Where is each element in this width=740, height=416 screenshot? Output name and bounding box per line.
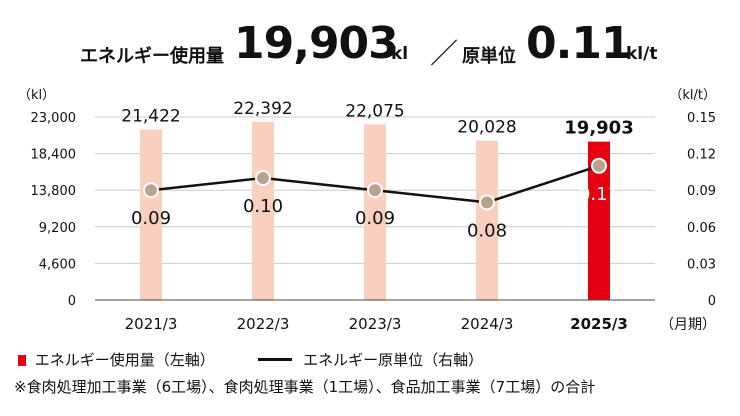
right-axis-tick: 0.09 — [687, 184, 716, 199]
intensity-value: 0.11 — [526, 18, 632, 69]
intensity-marker — [479, 194, 495, 211]
intensity-marker — [591, 157, 607, 174]
legend-line-label: エネルギー原単位（右軸） — [303, 351, 484, 369]
energy-bar-label: 19,903 — [564, 118, 633, 139]
legend: エネルギー使用量（左軸） エネルギー原単位（右軸） — [18, 349, 483, 370]
intensity-marker — [143, 182, 159, 199]
right-axis-tick: 0.06 — [687, 221, 716, 236]
energy-bar — [252, 121, 274, 301]
left-axis-tick: 23,000 — [31, 111, 77, 126]
energy-bar-label: 22,075 — [345, 101, 404, 121]
footnote: ※食肉処理加工事業（6工場）、食肉処理事業（1工場）、食品加工事業（7工場）の合… — [14, 378, 596, 396]
left-axis-tick: 4,600 — [39, 257, 76, 272]
intensity-label: 0.10 — [243, 196, 283, 217]
category-label: 2025/3 — [570, 315, 628, 333]
right-axis-tick: 0 — [708, 294, 716, 309]
category-label: 2022/3 — [237, 315, 290, 333]
intensity-label: 0.09 — [131, 208, 171, 229]
right-axis-tick: 0.03 — [687, 257, 716, 272]
energy-chart: 0 4,600 9,200 13,800 18,400 23,000 0 0.03 0.06 0.… — [18, 88, 716, 333]
energy-usage-unit: kl — [391, 44, 409, 64]
intensity-label: 0.09 — [355, 208, 395, 229]
x-axis-unit: （月期） — [660, 317, 716, 333]
category-label: 2024/3 — [461, 315, 514, 333]
headline-separator: ／ — [430, 37, 459, 70]
energy-bar — [364, 124, 386, 301]
category-label: 2023/3 — [349, 315, 402, 333]
energy-bar — [588, 141, 610, 300]
energy-usage-label: エネルギー使用量 — [80, 46, 224, 67]
intensity-marker — [367, 182, 383, 199]
left-axis-tick: 9,200 — [39, 221, 76, 236]
intensity-label: 原単位 — [462, 46, 516, 67]
right-axis-tick: 0.15 — [687, 111, 716, 126]
intensity-marker — [255, 170, 271, 186]
intensity-unit: kl/t — [626, 44, 658, 64]
category-label: 2021/3 — [125, 315, 178, 333]
legend-bar-label: エネルギー使用量（左軸） — [34, 351, 215, 369]
left-axis-unit: （kl） — [18, 88, 55, 103]
energy-bar — [476, 140, 498, 300]
energy-bar-label: 22,392 — [233, 99, 292, 119]
left-axis-tick: 13,800 — [31, 184, 77, 199]
energy-bar-label: 20,028 — [457, 118, 516, 138]
energy-usage-value: 19,903 — [234, 18, 399, 69]
left-axis-tick: 18,400 — [31, 148, 77, 163]
intensity-label: 0.11 — [579, 184, 619, 205]
energy-bar — [140, 129, 162, 300]
intensity-label: 0.08 — [467, 220, 507, 241]
left-axis-tick: 0 — [68, 294, 76, 309]
legend-line-swatch — [258, 358, 293, 361]
energy-bar-label: 21,422 — [121, 107, 180, 127]
legend-bar-swatch — [18, 355, 26, 366]
right-axis-unit: （kl/t） — [669, 88, 716, 103]
headline: エネルギー使用量 19,903 kl ／ 原単位 0.11 kl/t — [0, 8, 740, 78]
right-axis-tick: 0.12 — [687, 148, 716, 163]
